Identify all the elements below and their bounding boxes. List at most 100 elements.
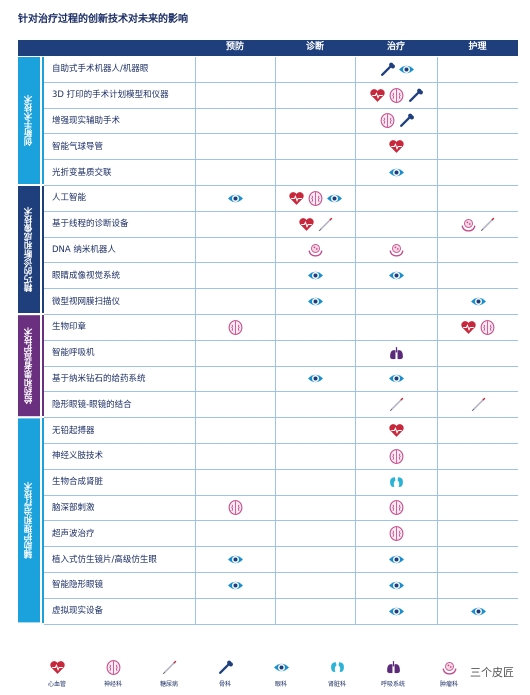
- table-cell: [437, 108, 518, 135]
- table-cell: [355, 237, 437, 264]
- table-cell: [355, 340, 437, 367]
- table-cell: [195, 418, 275, 444]
- kidney-icon: [329, 659, 346, 676]
- heart-icon: [388, 138, 405, 155]
- table-cell: [437, 160, 518, 186]
- table-cell: [437, 444, 518, 470]
- table-cell: [275, 444, 355, 470]
- table-cell: [437, 237, 518, 264]
- syringe-icon: [388, 396, 405, 413]
- table-cell: [195, 392, 275, 419]
- table-cell: [355, 289, 437, 315]
- row-label: 智能呼吸机: [44, 341, 195, 367]
- row-label: 微型视网膜扫描仪: [44, 289, 195, 315]
- legend-icon: [217, 659, 234, 676]
- row-label: 超声波治疗: [44, 521, 195, 548]
- table-cell: [195, 444, 275, 470]
- heart-icon: [369, 87, 386, 104]
- table-cell: [195, 547, 275, 573]
- table-cell: [275, 134, 355, 161]
- table-cell: [355, 598, 437, 625]
- table-cell: [355, 573, 437, 599]
- eye-icon: [388, 164, 405, 181]
- table-cell: [437, 340, 518, 367]
- legend-icon: [49, 659, 66, 676]
- group-line: [42, 418, 44, 623]
- table-cell: [437, 57, 518, 83]
- lungs-icon: [385, 659, 402, 676]
- eye-icon: [398, 61, 415, 78]
- table-cell: [355, 366, 437, 393]
- table-cell: [195, 211, 275, 238]
- eye-icon: [470, 603, 487, 620]
- heart-icon: [388, 422, 405, 439]
- brain-icon: [388, 87, 405, 104]
- table-cell: [195, 598, 275, 625]
- legend-icon: [385, 659, 402, 676]
- eye-icon: [388, 370, 405, 387]
- row-label: 增强现实辅助手术: [44, 109, 195, 135]
- table-cell: [355, 108, 437, 135]
- legend-label: 眼科: [274, 681, 287, 688]
- brain-icon: [227, 499, 244, 516]
- table-cell: [275, 573, 355, 599]
- table-cell: [355, 57, 437, 83]
- table-cell: [195, 469, 275, 496]
- table-cell: [437, 134, 518, 161]
- row-label: 植入式仿生镜片/高级仿生眼: [44, 547, 195, 573]
- table-cell: [355, 263, 437, 290]
- table-cell: [437, 263, 518, 290]
- table-cell: [437, 418, 518, 444]
- table-cell: [275, 263, 355, 290]
- table-cell: [355, 186, 437, 212]
- hands-icon: [460, 216, 477, 233]
- table-cell: [275, 186, 355, 212]
- legend-icon: [273, 659, 290, 676]
- table-cell: [195, 160, 275, 186]
- legend-label: 骨科: [218, 681, 231, 688]
- table-cell: [275, 392, 355, 419]
- row-label: 神经义肢技术: [44, 444, 195, 470]
- heart-icon: [288, 190, 305, 207]
- group-label: 精巧的诊断和成像技术: [18, 186, 40, 313]
- hands-icon: [388, 241, 405, 258]
- eye-icon: [388, 577, 405, 594]
- heart-icon: [460, 319, 477, 336]
- row-label: 3D 打印的手术计划模型和仪器: [44, 83, 195, 109]
- eye-icon: [388, 267, 405, 284]
- table-cell: [355, 82, 437, 109]
- table-cell: [437, 315, 518, 341]
- table-cell: [355, 134, 437, 161]
- table-cell: [275, 289, 355, 315]
- table-cell: [275, 598, 355, 625]
- syringe-icon: [317, 216, 334, 233]
- table-cell: [437, 573, 518, 599]
- table-cell: [275, 108, 355, 135]
- table-cell: [275, 366, 355, 393]
- legend-label: 神经科: [103, 681, 122, 688]
- table-cell: [195, 495, 275, 522]
- brain-icon: [388, 448, 405, 465]
- eye-icon: [227, 577, 244, 594]
- hands-icon: [307, 241, 324, 258]
- kidney-icon: [388, 474, 405, 491]
- table-cell: [437, 495, 518, 522]
- row-label: 光折变基质交联: [44, 160, 195, 186]
- eye-icon: [388, 603, 405, 620]
- table-cell: [437, 366, 518, 393]
- table-cell: [195, 289, 275, 315]
- table-cell: [195, 186, 275, 212]
- table-cell: [437, 598, 518, 625]
- legend-label: 呼吸系统: [380, 681, 405, 688]
- table-cell: [355, 547, 437, 573]
- brain-icon: [105, 659, 122, 676]
- eye-icon: [326, 190, 343, 207]
- bone-icon: [398, 112, 415, 129]
- table-cell: [355, 521, 437, 548]
- syringe-icon: [470, 396, 487, 413]
- legend-label: 糖尿病: [159, 681, 178, 688]
- group-line: [42, 186, 44, 313]
- table-cell: [275, 521, 355, 548]
- bone-icon: [217, 659, 234, 676]
- legend-label: 肾脏科: [327, 681, 346, 688]
